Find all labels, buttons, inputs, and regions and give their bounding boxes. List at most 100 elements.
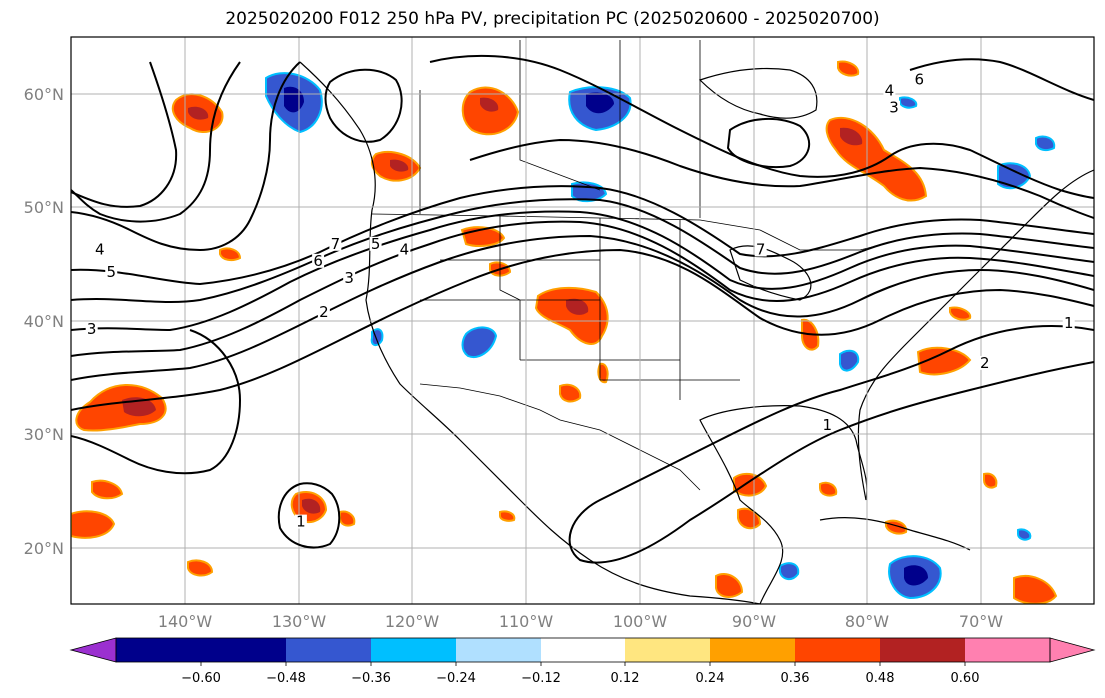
lat-label-20: 20°N	[24, 539, 64, 558]
contour-label-bg	[754, 242, 767, 257]
lon-label-110: 110°W	[499, 612, 554, 631]
pv-contour-loop-quebec	[726, 117, 811, 168]
lon-label-70: 70°W	[959, 612, 1003, 631]
pv-contour-4	[71, 220, 1094, 357]
pos-anomaly-pacific-west	[75, 384, 167, 432]
us-mexico-border	[419, 383, 701, 491]
contour-label: 3	[344, 269, 354, 287]
colorbar-tick-label: 0.24	[696, 671, 725, 686]
pv-contour-loop-rockies	[324, 68, 403, 143]
colorbar-bin-8	[710, 638, 795, 662]
pv-contour-alaska-2	[71, 61, 241, 223]
pv-contour-3	[71, 234, 1094, 381]
contour-label: 6	[915, 70, 925, 88]
pv-contour-alaska	[71, 61, 301, 252]
colorbar-tick-label: −0.12	[521, 671, 561, 686]
contour-label: 1	[1064, 314, 1074, 332]
colorbar: −0.60 −0.48 −0.36 −0.24 −0.12 0.12 0.24 …	[69, 637, 1096, 686]
colorbar-tick-label: −0.48	[266, 671, 306, 686]
contour-label-bg	[369, 236, 382, 251]
lon-label-130: 130°W	[272, 612, 327, 631]
colorbar-bin-10	[880, 638, 965, 662]
colorbar-bin-7	[625, 638, 710, 662]
latitude-labels: 60°N 50°N 40°N 30°N 20°N	[24, 85, 64, 558]
hudson-bay-outline	[698, 67, 818, 119]
contour-label-bg	[294, 514, 307, 529]
atlantic-coastline	[857, 169, 1094, 501]
colorbar-tick-label: 0.12	[611, 671, 640, 686]
pos-anomaly-gulf-mexico	[733, 472, 768, 497]
pos-anomaly-small-6	[597, 362, 609, 384]
neg-anomaly-mexico-south	[779, 562, 800, 580]
colorbar-tick-label: 0.36	[781, 671, 810, 686]
contour-label: 1	[823, 416, 833, 434]
contour-label-bg	[1062, 316, 1075, 331]
contour-label-bg	[93, 242, 106, 257]
pos-anomaly-west-atlantic	[916, 346, 972, 376]
contour-label-bg	[821, 418, 834, 433]
pos-anomaly-pacific-sw	[71, 510, 116, 539]
contour-label: 5	[106, 263, 116, 281]
gulf-coastline	[699, 405, 868, 604]
contour-label: 4	[885, 82, 895, 100]
lat-label-40: 40°N	[24, 312, 64, 331]
province-borders	[419, 40, 701, 218]
colorbar-bin-2	[201, 638, 286, 662]
lon-label-80: 80°W	[845, 612, 889, 631]
lon-label-120: 120°W	[385, 612, 440, 631]
contour-label-bg	[329, 236, 342, 251]
contour-label-bg	[317, 304, 330, 319]
colorbar-tick-label: −0.24	[436, 671, 476, 686]
colorbar-tick-label: −0.60	[181, 671, 221, 686]
contour-label-bg	[85, 321, 98, 336]
colorbar-bin-9	[795, 638, 880, 662]
coastlines	[299, 61, 1094, 604]
map-title: 2025020200 F012 250 hPa PV, precipitatio…	[225, 9, 880, 29]
pv-contour-6	[71, 198, 1094, 303]
pv-contour-north-1	[429, 54, 1094, 199]
colorbar-bin-3	[286, 638, 371, 662]
neg-anomaly-quebec-east	[997, 162, 1032, 190]
us-canada-border	[371, 213, 901, 251]
neg-anomaly-greenland	[1035, 135, 1056, 152]
pos-anomaly-small-12	[219, 247, 242, 262]
pv-contour-1-east	[568, 325, 1094, 564]
lon-label-140: 140°W	[158, 612, 213, 631]
neg-anomaly-alabama	[839, 349, 860, 372]
contour-label-bg	[883, 83, 896, 98]
pv-contour-2	[71, 248, 1094, 411]
contour-label: 1	[296, 513, 306, 531]
pos-anomaly-small-2	[91, 479, 124, 500]
contour-label-bg	[343, 270, 356, 285]
lat-label-30: 30°N	[24, 425, 64, 444]
colorbar-tick-label: 0.48	[866, 671, 895, 686]
contour-label-bg	[398, 242, 411, 257]
colorbar-ticks	[200, 662, 966, 666]
gridlines	[71, 37, 1094, 604]
pos-anomaly-small-7	[837, 60, 860, 77]
pos-anomaly-small-8	[983, 472, 998, 489]
pos-anomaly-small-15	[339, 510, 356, 527]
colorbar-high-extension	[1049, 637, 1096, 663]
contour-label-bg	[887, 100, 900, 115]
caribbean-islands	[819, 517, 971, 551]
longitude-labels: 140°W 130°W 120°W 110°W 100°W 90°W 80°W …	[158, 612, 1003, 631]
pos-anomaly-small-5	[715, 573, 744, 598]
colorbar-bin-6	[541, 638, 625, 662]
contour-label: 5	[371, 235, 381, 253]
colorbar-tick-label: −0.36	[351, 671, 391, 686]
pos-anomaly-small-1	[559, 383, 582, 403]
lat-label-60: 60°N	[24, 85, 64, 104]
contour-label: 3	[87, 320, 97, 338]
contour-label: 2	[319, 303, 329, 321]
colorbar-bin-11	[965, 638, 1050, 662]
pos-anomaly-small-11	[949, 306, 972, 321]
pv-contours	[71, 54, 1094, 564]
lat-label-50: 50°N	[24, 198, 64, 217]
colorbar-low-extension	[69, 637, 117, 663]
pos-anomaly-small-3	[187, 559, 214, 577]
contour-label-bg	[913, 72, 926, 87]
pos-anomaly-rockies	[534, 286, 609, 345]
